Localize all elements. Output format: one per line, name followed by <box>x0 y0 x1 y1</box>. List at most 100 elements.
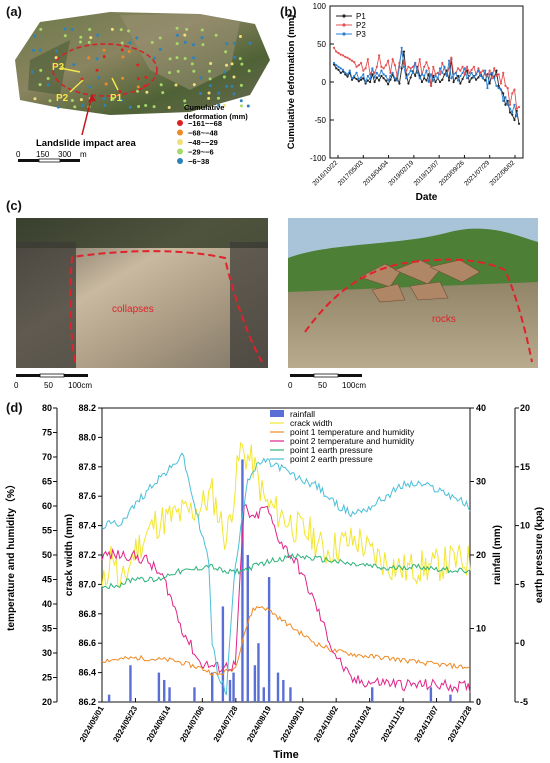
point-p3 <box>382 73 385 76</box>
ps-point <box>183 99 187 103</box>
point-p2 <box>438 73 442 76</box>
ps-point <box>111 97 115 101</box>
legend-d-text: point 1 temperature and humidity <box>290 427 415 437</box>
collapse-photo-text: collapses <box>112 304 154 315</box>
ps-point <box>119 28 123 32</box>
ps-point <box>233 55 237 59</box>
y-tick-label-temp_humidity: 65 <box>42 477 52 487</box>
point-p3 <box>427 80 430 84</box>
x-tick-label-b: 2019/02/19 <box>387 159 415 187</box>
y-axis-label-crack-width: crack width (mm) <box>64 514 75 596</box>
y-tick-label-temp_humidity: 55 <box>42 526 52 536</box>
ps-point <box>127 49 131 53</box>
x-tick-label-b: 2022/06/02 <box>488 159 516 187</box>
x-tick-label-b: 2016/10/22 <box>311 159 339 187</box>
point-p2 <box>511 92 514 95</box>
point-p1 <box>355 77 358 81</box>
point-p2 <box>486 74 489 78</box>
point-p3-label: P3 <box>52 62 65 73</box>
y-tick-label-crack_width: 87.0 <box>78 579 96 589</box>
ps-point <box>135 36 139 40</box>
point-p3 <box>456 79 460 82</box>
point-p3 <box>481 77 485 80</box>
point-p3 <box>337 65 340 68</box>
ps-point <box>87 40 91 44</box>
point-p3 <box>339 67 342 70</box>
point-p2 <box>450 56 453 59</box>
point-p3 <box>380 69 383 72</box>
ps-point <box>183 33 187 37</box>
point-p1 <box>380 74 383 78</box>
rainfall-bar <box>289 687 292 702</box>
x-tick-label-d: 2024/10/24 <box>346 704 374 744</box>
point-p3 <box>332 61 336 65</box>
point-p2 <box>353 61 356 64</box>
ps-point <box>46 76 50 80</box>
point-p1 <box>375 76 378 79</box>
point-p3 <box>468 74 471 78</box>
ps-point <box>216 96 220 100</box>
ps-point <box>95 57 99 61</box>
ps-point <box>230 62 234 66</box>
ps-point <box>63 27 67 31</box>
point-p3 <box>432 79 435 82</box>
point-p3 <box>423 74 426 78</box>
point-p2 <box>407 65 410 68</box>
point-p1 <box>371 73 374 76</box>
y-tick-label-rainfall: 0 <box>476 697 481 707</box>
point-p3 <box>346 73 349 76</box>
point-p2 <box>382 67 385 70</box>
point-p1 <box>495 69 498 72</box>
point-p3 <box>411 71 415 74</box>
rainfall-bar <box>228 679 232 702</box>
ps-point <box>144 75 148 79</box>
point-p3 <box>373 76 376 79</box>
point-p3 <box>463 67 466 70</box>
ps-point <box>30 70 34 74</box>
ps-point <box>72 63 76 67</box>
point-p1 <box>461 77 464 81</box>
plot-frame-d <box>101 407 471 703</box>
point-p3 <box>420 73 424 76</box>
deformation-chart: -100 -50 0 50 100 2016/10/222017/05/032018/04… <box>286 2 524 203</box>
ps-point <box>73 105 77 109</box>
rainfall-bar <box>262 687 265 702</box>
point-p2 <box>456 67 460 70</box>
x-tick-label-d: 2024/07/06 <box>178 704 206 744</box>
legend-title-a: Cumulative deformation (mm) <box>184 103 248 121</box>
point-p2 <box>350 59 354 62</box>
scale-c1-tick-100: 100cm <box>68 381 92 390</box>
point-p1 <box>335 67 338 70</box>
ps-point <box>247 69 251 73</box>
point-p2 <box>384 64 387 67</box>
point-p2 <box>429 84 433 87</box>
point-p1 <box>432 74 435 78</box>
point-p2 <box>389 71 392 74</box>
ps-point <box>200 36 204 40</box>
ps-point <box>192 56 196 60</box>
point-p1 <box>470 77 473 80</box>
legend-a-swatch <box>177 129 183 136</box>
point-p3 <box>371 67 374 70</box>
point-p3 <box>443 65 446 68</box>
y-tick-label-crack_width: 87.4 <box>78 521 96 531</box>
point-p2 <box>434 73 437 76</box>
point-p2 <box>387 59 390 62</box>
scale-a-tick-300: 300 <box>58 150 72 159</box>
point-p1 <box>425 79 428 82</box>
ps-point <box>136 85 140 89</box>
ps-point <box>48 99 52 103</box>
legend-b-text: P2 <box>356 21 366 30</box>
ps-point <box>214 33 218 37</box>
point-p1 <box>350 78 354 81</box>
point-p1 <box>459 82 462 85</box>
ps-point <box>207 96 211 100</box>
ps-point <box>190 62 194 66</box>
ps-point <box>175 56 179 60</box>
point-p1 <box>398 82 401 85</box>
point-p1 <box>364 82 367 85</box>
ps-point <box>103 103 107 107</box>
x-tick-label-b: 2017/05/03 <box>337 159 365 187</box>
point-p3 <box>402 65 406 68</box>
ps-point <box>176 69 180 73</box>
